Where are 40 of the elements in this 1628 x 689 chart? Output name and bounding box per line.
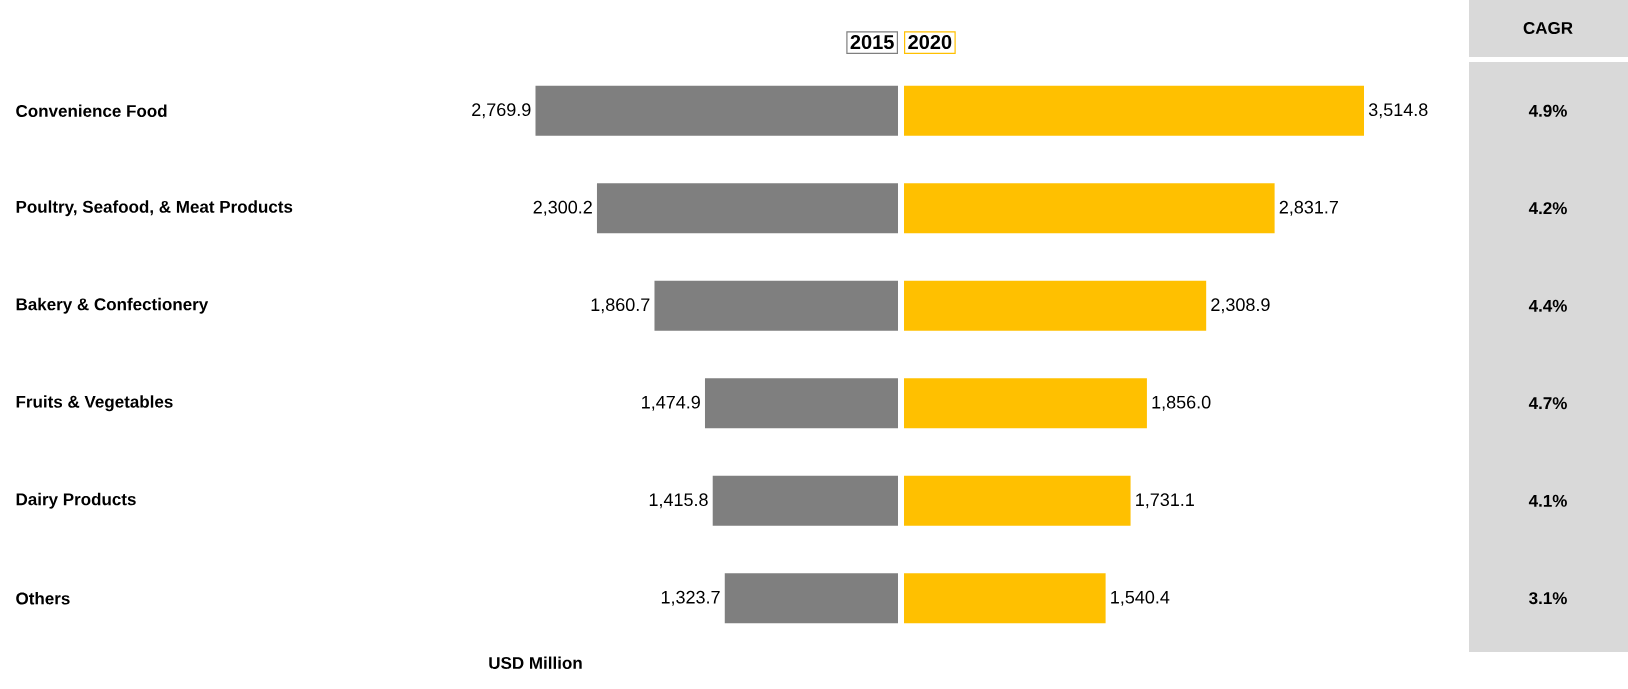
data-label: 1,415.8 xyxy=(649,493,708,509)
bar xyxy=(904,573,1106,624)
y-tick-label: Others xyxy=(16,592,70,605)
text: CAGR xyxy=(1523,21,1573,35)
data-label: 1,856.0 xyxy=(1152,395,1211,411)
data-label: 1,323.7 xyxy=(661,590,720,606)
bar xyxy=(596,183,898,234)
text: 4.7% xyxy=(1528,397,1567,410)
y-tick-label: Poultry, Seafood, & Meat Products xyxy=(16,200,293,217)
bar xyxy=(904,475,1131,526)
bar xyxy=(535,85,898,136)
y-tick-label: Fruits & Vegetables xyxy=(16,395,173,412)
bar xyxy=(712,475,898,526)
y-tick-label: Dairy Products xyxy=(16,492,136,509)
series-label: 2015 xyxy=(850,34,894,50)
bar xyxy=(904,378,1147,429)
data-label: 1,474.9 xyxy=(642,395,700,411)
data-label: 2,831.7 xyxy=(1279,200,1338,216)
bar xyxy=(654,280,898,331)
bar xyxy=(704,378,898,429)
x-axis-title: USD Million xyxy=(489,656,582,670)
data-label: 2,769.9 xyxy=(472,103,531,119)
text: 4.1% xyxy=(1528,494,1567,507)
bar xyxy=(724,573,898,624)
data-label: 3,514.8 xyxy=(1368,103,1428,119)
y-tick-label: Bakery & Confectionery xyxy=(16,297,209,314)
bar xyxy=(904,280,1207,331)
data-label: 1,540.4 xyxy=(1111,590,1170,606)
y-tick-label: Convenience Food xyxy=(16,104,167,118)
data-label: 1,731.1 xyxy=(1136,493,1194,509)
series-label: 2020 xyxy=(908,34,952,50)
bar xyxy=(904,183,1275,234)
text: 4.9% xyxy=(1528,104,1567,117)
text: 4.4% xyxy=(1528,299,1567,312)
bar xyxy=(904,85,1365,136)
data-label: 1,860.7 xyxy=(591,298,650,314)
data-label: 2,308.9 xyxy=(1211,298,1270,314)
text: 3.1% xyxy=(1529,592,1567,605)
text: 4.2% xyxy=(1528,202,1567,215)
data-label: 2,300.2 xyxy=(533,200,592,216)
